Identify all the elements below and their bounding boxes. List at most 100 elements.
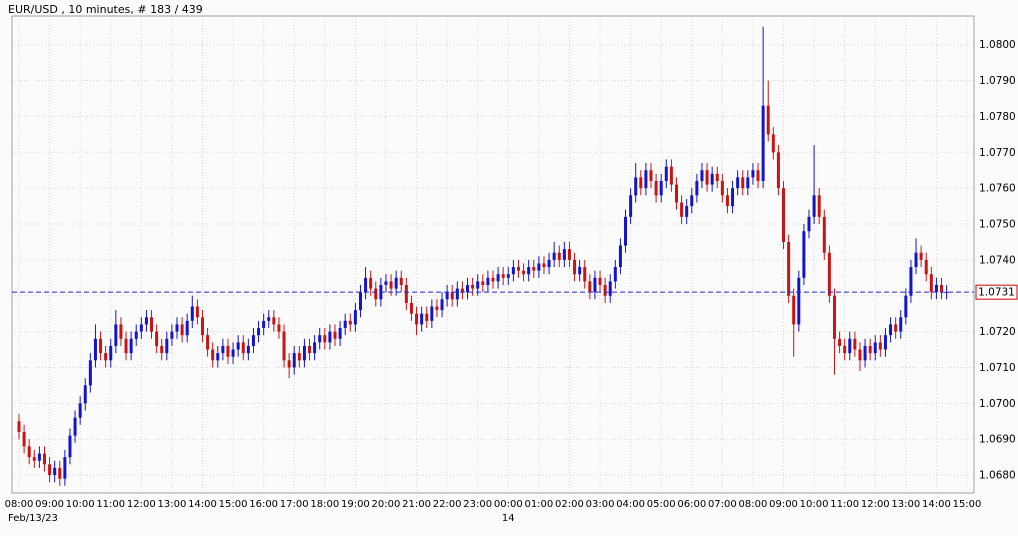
candle — [144, 317, 148, 325]
candle — [690, 195, 694, 207]
candle — [751, 170, 755, 178]
candle — [460, 288, 464, 293]
candle — [812, 195, 816, 217]
candle — [741, 177, 745, 189]
candle — [93, 338, 97, 361]
candle — [78, 403, 82, 418]
candle — [139, 324, 143, 332]
candle — [328, 331, 332, 343]
x-axis-label: 03:00 — [586, 499, 615, 510]
candle — [267, 317, 271, 321]
candle — [705, 170, 709, 185]
candle — [863, 345, 867, 361]
candle — [88, 360, 92, 386]
candle — [22, 432, 26, 447]
candle — [680, 202, 684, 217]
candle — [358, 292, 362, 311]
candle — [853, 338, 857, 350]
x-axis-label: 05:00 — [647, 499, 676, 510]
candle — [27, 446, 31, 458]
candle — [83, 385, 87, 404]
candle — [929, 274, 933, 293]
candle — [501, 274, 505, 278]
candle — [934, 284, 938, 293]
candle — [32, 457, 36, 461]
candle — [364, 277, 368, 293]
candle — [731, 188, 735, 207]
candle — [583, 267, 587, 282]
candle — [155, 331, 159, 346]
candle — [297, 353, 301, 361]
candle — [231, 349, 235, 357]
candle — [557, 252, 561, 260]
candle — [211, 349, 215, 361]
candle — [430, 306, 434, 321]
x-axis-label: 22:00 — [433, 499, 462, 510]
candle — [17, 421, 21, 433]
candle — [629, 195, 633, 217]
x-axis-label: 15:00 — [219, 499, 248, 510]
candle — [843, 345, 847, 354]
candle — [598, 277, 602, 285]
candle — [175, 324, 179, 332]
candle — [654, 180, 658, 196]
candle — [827, 252, 831, 296]
candle — [613, 267, 617, 282]
candle — [466, 284, 470, 293]
candle — [409, 302, 413, 314]
candle — [399, 277, 403, 285]
candle — [185, 320, 189, 336]
x-axis-label: 18:00 — [310, 499, 339, 510]
candle — [746, 177, 750, 189]
candle — [471, 284, 475, 289]
candle — [883, 335, 887, 350]
candle — [236, 342, 240, 350]
candle — [792, 295, 796, 325]
candle — [522, 270, 526, 275]
candle — [73, 417, 77, 436]
x-axis-label: 19:00 — [341, 499, 370, 510]
candle — [63, 457, 67, 479]
candle — [333, 331, 337, 339]
candle — [817, 195, 821, 217]
x-axis-label: 08:00 — [739, 499, 768, 510]
date-label: 14 — [502, 513, 515, 524]
candle — [736, 177, 740, 189]
candle — [532, 267, 536, 271]
candle — [674, 184, 678, 203]
y-axis-label: 1.0760 — [979, 183, 1016, 195]
candle — [200, 317, 204, 336]
candle — [894, 324, 898, 332]
x-axis-label: 09:00 — [769, 499, 798, 510]
candle — [206, 335, 210, 350]
candle — [99, 338, 103, 354]
candle — [404, 284, 408, 303]
x-axis-label: 23:00 — [463, 499, 492, 510]
candle — [807, 216, 811, 232]
candle — [547, 259, 551, 268]
candle — [848, 338, 852, 354]
candle — [624, 216, 628, 246]
candle — [608, 281, 612, 296]
candle — [578, 267, 582, 275]
candle — [272, 317, 276, 325]
candle — [649, 170, 653, 181]
x-axis-label: 09:00 — [35, 499, 64, 510]
candle — [338, 328, 342, 339]
candle — [481, 281, 485, 285]
candle — [552, 252, 556, 260]
candle — [221, 345, 225, 354]
candle — [343, 320, 347, 329]
start-date-label: Feb/13/23 — [8, 513, 58, 524]
candle — [756, 170, 760, 181]
candle — [313, 342, 317, 354]
chart-plot-area[interactable] — [11, 15, 975, 494]
candle — [134, 331, 138, 339]
candle — [323, 335, 327, 343]
x-axis-label: 21:00 — [402, 499, 431, 510]
candle — [68, 435, 72, 458]
candle — [797, 277, 801, 325]
candle — [292, 353, 296, 368]
candle — [506, 274, 510, 278]
